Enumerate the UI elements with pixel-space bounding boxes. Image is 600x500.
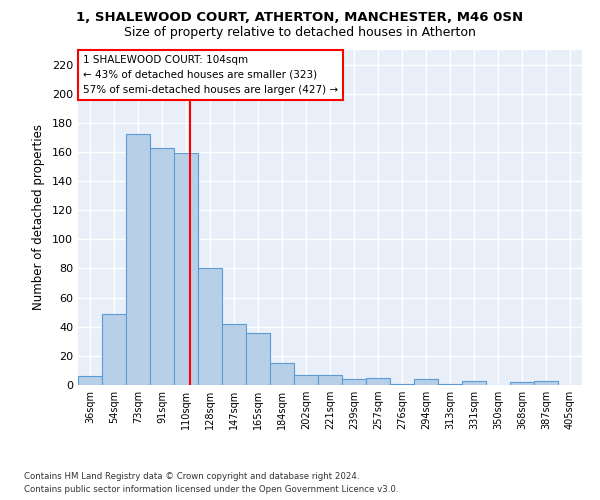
Bar bbox=[126, 134, 150, 385]
Text: 1, SHALEWOOD COURT, ATHERTON, MANCHESTER, M46 0SN: 1, SHALEWOOD COURT, ATHERTON, MANCHESTER… bbox=[76, 11, 524, 24]
Text: Contains public sector information licensed under the Open Government Licence v3: Contains public sector information licen… bbox=[24, 485, 398, 494]
Text: Size of property relative to detached houses in Atherton: Size of property relative to detached ho… bbox=[124, 26, 476, 39]
Bar bbox=[318, 375, 342, 385]
Bar bbox=[270, 363, 294, 385]
Bar bbox=[222, 324, 246, 385]
Y-axis label: Number of detached properties: Number of detached properties bbox=[32, 124, 45, 310]
Bar bbox=[294, 375, 318, 385]
Bar bbox=[198, 268, 222, 385]
Bar bbox=[102, 314, 126, 385]
Bar bbox=[534, 380, 558, 385]
Bar bbox=[366, 378, 390, 385]
Bar bbox=[438, 384, 462, 385]
Bar bbox=[78, 376, 102, 385]
Bar bbox=[414, 379, 438, 385]
Bar bbox=[462, 380, 486, 385]
Text: Contains HM Land Registry data © Crown copyright and database right 2024.: Contains HM Land Registry data © Crown c… bbox=[24, 472, 359, 481]
Bar bbox=[390, 384, 414, 385]
Bar bbox=[174, 154, 198, 385]
Bar bbox=[150, 148, 174, 385]
Bar bbox=[246, 332, 270, 385]
Bar bbox=[510, 382, 534, 385]
Bar bbox=[342, 379, 366, 385]
Text: 1 SHALEWOOD COURT: 104sqm
← 43% of detached houses are smaller (323)
57% of semi: 1 SHALEWOOD COURT: 104sqm ← 43% of detac… bbox=[83, 55, 338, 94]
